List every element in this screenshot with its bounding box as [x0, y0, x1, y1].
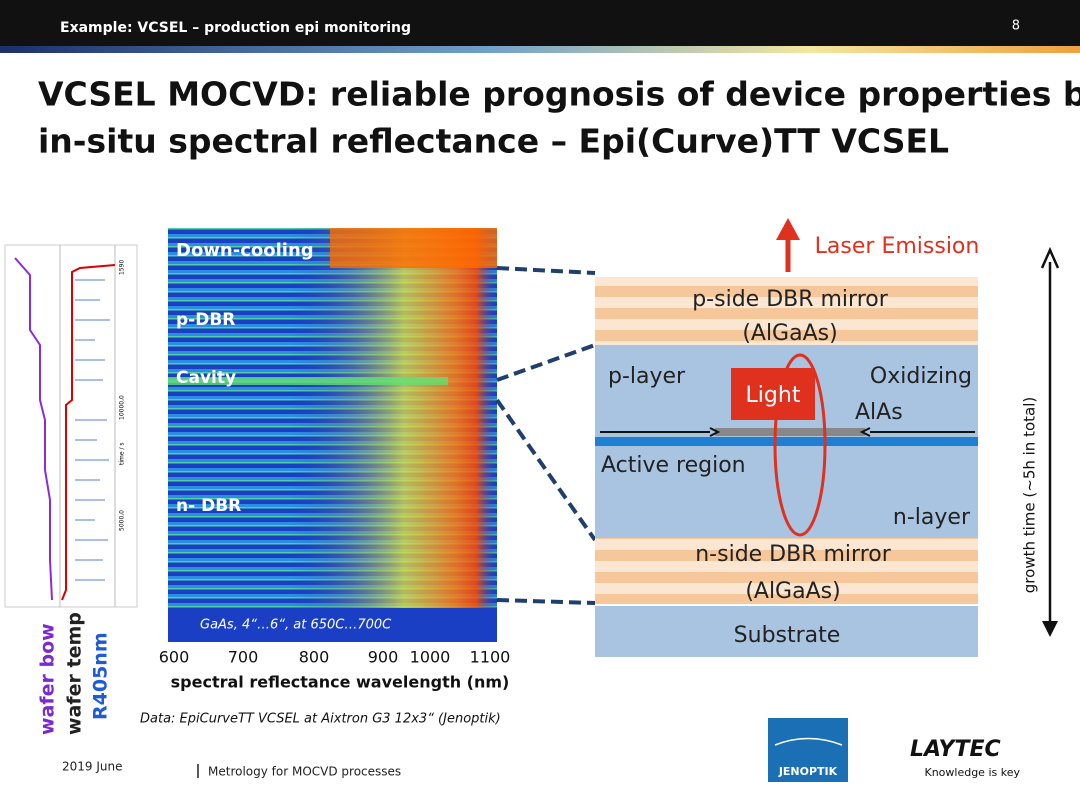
x-tick-label: 800	[299, 648, 330, 667]
diagram-label: n-layer	[893, 505, 971, 530]
diagram-label: p-layer	[608, 364, 686, 389]
laser-label: Laser Emission	[815, 234, 980, 259]
footer-date: 2019 June	[62, 760, 123, 774]
x-tick-label: 900	[368, 648, 399, 667]
heatmap-label: n- DBR	[176, 496, 241, 516]
connectors	[495, 266, 597, 605]
header-topic: Example: VCSEL – production epi monitori…	[60, 20, 411, 36]
diagram-label: (AlGaAs)	[742, 321, 837, 346]
heatmap-label: Down-cooling	[176, 240, 314, 261]
x-tick-label: 700	[228, 648, 259, 667]
axis-label: time / s	[119, 442, 126, 465]
header-bar	[0, 0, 1080, 46]
diagram-label: Active region	[601, 453, 746, 478]
logo-jenoptik: JENOPTIK	[778, 765, 838, 778]
vcsel-diagram	[595, 218, 978, 657]
x-tick-label: 1100	[470, 648, 511, 667]
diagram-label: Oxidizing	[870, 364, 972, 389]
diagram-label: p-side DBR mirror	[692, 287, 889, 312]
diagram-label: Light	[746, 383, 801, 408]
left-plot: 5000,0 10000,0 1590 time / s	[4, 244, 138, 608]
source: Data: EpiCurveTT VCSEL at Aixtron G3 12x…	[140, 712, 501, 727]
x-tick-label: 1000	[410, 648, 451, 667]
diagram-label: AlAs	[855, 400, 903, 425]
logo-laytec: LAYTEC	[910, 737, 1001, 762]
footer-subtitle: Metrology for MOCVD processes	[208, 765, 401, 779]
legend-wafer-bow: wafer bow	[37, 623, 59, 735]
heatmap-note: GaAs, 4“…6“, at 650C…700C	[200, 618, 392, 633]
x-axis-label: spectral reflectance wavelength (nm)	[171, 673, 510, 692]
legend-wafer-temp: wafer temp	[64, 612, 86, 735]
heatmap-label: p-DBR	[176, 310, 235, 330]
diagram-label: (AlGaAs)	[745, 579, 840, 604]
diagram-label: n-side DBR mirror	[695, 542, 891, 567]
diagram-label: Substrate	[734, 623, 841, 648]
header-strip	[0, 46, 1080, 53]
page-number: 8	[1012, 19, 1020, 34]
tick-label: 5000,0	[119, 510, 126, 531]
title-line: in-situ spectral reflectance – Epi(Curve…	[38, 122, 949, 161]
heatmap-label: Cavity	[176, 368, 236, 388]
title-line: VCSEL MOCVD: reliable prognosis of devic…	[38, 75, 1080, 114]
tick-label: 10000,0	[119, 395, 126, 420]
logo-box	[768, 718, 848, 782]
side-label: growth time (~5h in total)	[1021, 397, 1039, 593]
tick-label: 1590	[119, 260, 126, 275]
time-arrow	[1040, 246, 1060, 637]
logo-tagline: Knowledge is key	[924, 766, 1020, 779]
x-tick-label: 600	[159, 648, 190, 667]
heatmap	[168, 228, 497, 642]
legend-r405: R405nm	[90, 632, 112, 720]
